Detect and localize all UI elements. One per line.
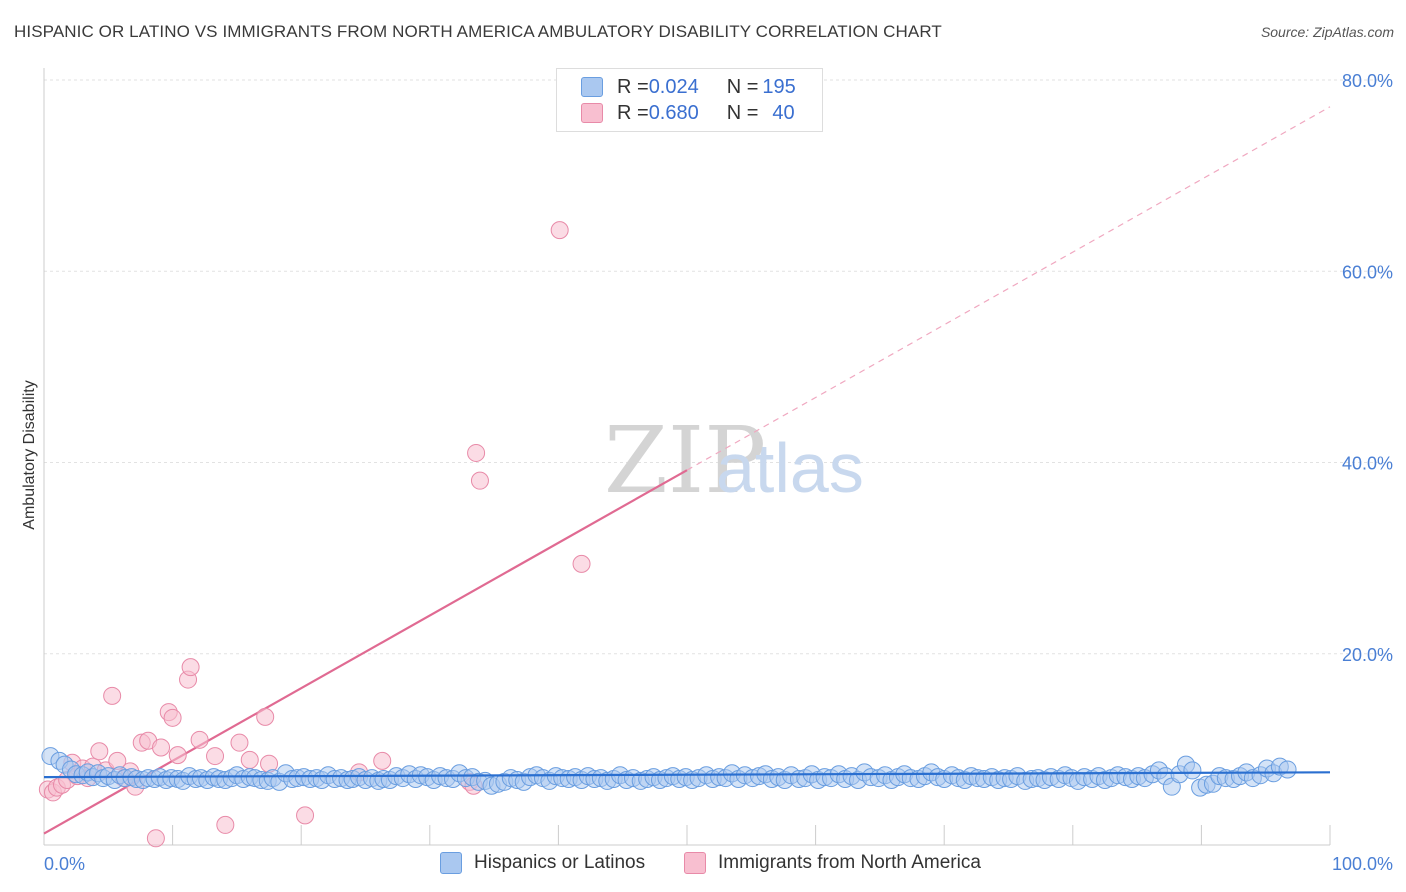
blue-trend-solid <box>43 771 1331 779</box>
pink-point <box>550 221 569 240</box>
pink-point <box>216 815 235 834</box>
pink-point <box>181 658 200 677</box>
pink-point <box>190 730 209 749</box>
blue-point <box>1278 760 1297 779</box>
pink-point <box>256 707 275 726</box>
legend-label-hispanic: Hispanics or Latinos <box>474 852 646 873</box>
r-value: 0.680 <box>648 101 699 124</box>
blue-points <box>41 747 1297 797</box>
blue-point <box>1183 761 1202 780</box>
axes <box>43 68 1331 846</box>
blue-swatch <box>440 852 462 874</box>
x-tick-label: 0.0% <box>44 854 85 874</box>
pink-point <box>373 751 392 770</box>
n-value: 195 <box>762 75 796 98</box>
pink-point <box>467 443 486 462</box>
gridlines <box>44 79 1392 655</box>
n-label: N = <box>726 101 759 124</box>
pink-point <box>90 742 109 761</box>
legend-item-hispanic[interactable]: Hispanics or Latinos <box>440 852 645 874</box>
pink-point <box>296 806 315 825</box>
pink-point <box>230 733 249 752</box>
n-label: N = <box>726 75 759 98</box>
correlation-legend: R = 0.024 N = 195 R = 0.680 N = 40 <box>556 68 823 132</box>
pink-swatch <box>581 103 603 123</box>
pink-point <box>572 554 591 573</box>
r-label: R = <box>617 75 649 98</box>
legend-label-immigrants: Immigrants from North America <box>718 852 981 873</box>
pink-point <box>206 747 225 766</box>
r-label: R = <box>617 101 649 124</box>
source-credit: Source: ZipAtlas.com <box>1260 24 1394 40</box>
watermark-atlas: atlas <box>716 429 864 507</box>
blue-trend-line <box>43 771 1331 779</box>
x-tick-label: 100.0% <box>1332 854 1393 874</box>
r-value: 0.024 <box>648 75 699 98</box>
pink-point <box>470 471 489 490</box>
blue-swatch <box>581 77 603 97</box>
pink-point <box>152 738 171 757</box>
n-value: 40 <box>772 101 795 124</box>
pink-swatch <box>684 852 706 874</box>
y-tick-label: 40.0% <box>1342 454 1393 474</box>
axis-labels: 80.0% 60.0% 40.0% 20.0% 0.0% 100.0% Ambulatory… <box>21 71 1393 874</box>
legend-item-immigrants[interactable]: Immigrants from North America <box>684 852 981 874</box>
pink-point <box>146 829 165 848</box>
series-legend: Hispanics or Latinos Immigrants from Nor… <box>0 852 1406 878</box>
legend-row-immigrants: R = 0.680 N = 40 <box>581 101 795 125</box>
legend-row-hispanic: R = 0.024 N = 195 <box>581 75 796 99</box>
pink-trend-line <box>43 106 1331 835</box>
pink-point <box>240 750 259 769</box>
pink-point <box>163 708 182 727</box>
pink-point <box>103 686 122 705</box>
y-tick-label: 20.0% <box>1342 645 1393 665</box>
chart-title: HISPANIC OR LATINO VS IMMIGRANTS FROM NO… <box>14 22 942 41</box>
pink-points <box>38 221 591 848</box>
watermark-zip: ZIP <box>604 407 766 514</box>
y-tick-label: 60.0% <box>1342 262 1393 282</box>
pink-point <box>168 746 187 765</box>
pink-trend-dashed <box>686 106 1331 471</box>
y-tick-label: 80.0% <box>1342 71 1393 91</box>
y-axis-label: Ambulatory Disability <box>21 380 38 529</box>
